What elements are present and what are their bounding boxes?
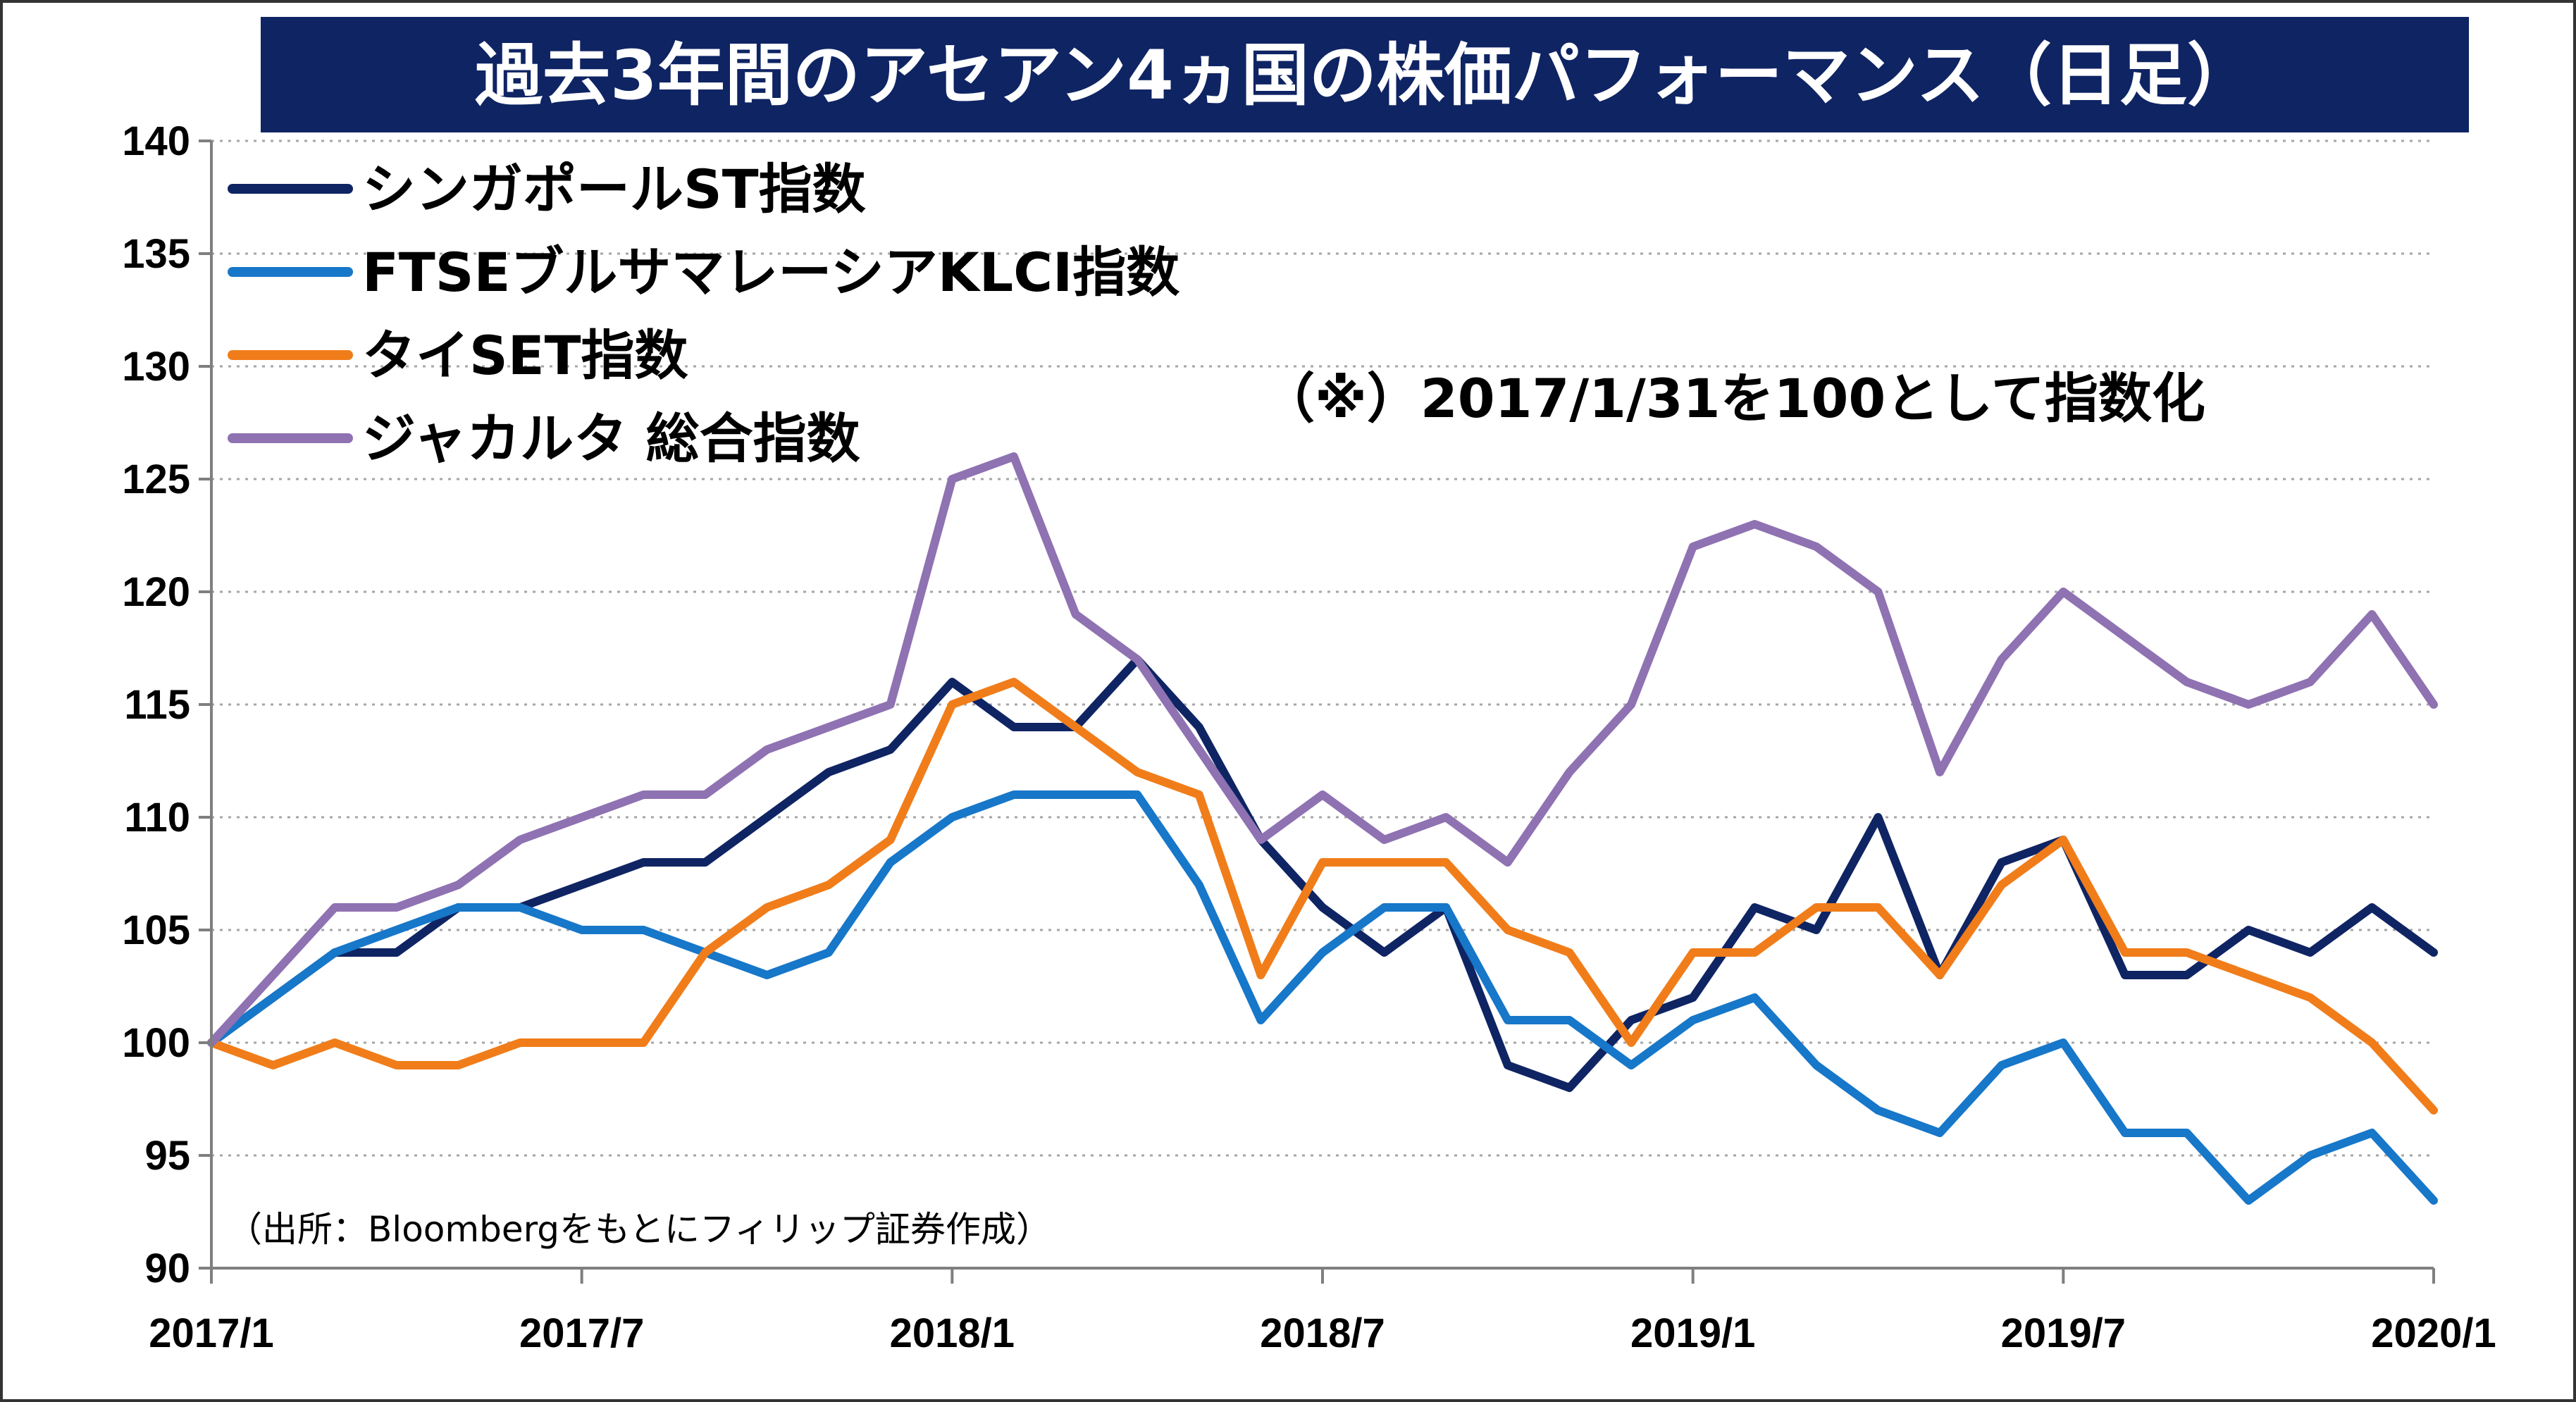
- chart-note: （※）2017/1/31を100として指数化: [1261, 367, 2205, 430]
- chart-title: 過去3年間のアセアン4ヵ国の株価パフォーマンス（日足）: [475, 36, 2255, 115]
- y-tick-label: 140: [122, 118, 190, 164]
- y-tick-label: 135: [122, 231, 190, 277]
- source-note: （出所：Bloombergをもとにフィリップ証券作成）: [227, 1209, 1051, 1250]
- legend-label-2: FTSEブルサマレーシアKLCI指数: [362, 241, 1179, 304]
- y-tick-label: 95: [144, 1133, 190, 1179]
- x-tick-label: 2017/7: [519, 1310, 644, 1356]
- x-tick-label: 2019/1: [1630, 1310, 1755, 1356]
- y-tick-label: 120: [122, 569, 190, 615]
- series-line-2: [207, 790, 2438, 1205]
- y-tick-label: 125: [122, 457, 190, 502]
- y-tick-label: 115: [124, 682, 190, 728]
- x-tick-label: 2018/7: [1260, 1310, 1385, 1356]
- x-tick-label: 2017/1: [149, 1310, 273, 1356]
- y-tick-label: 130: [122, 344, 190, 390]
- axis-layer: 90 95 100 105 110 115 120 125 130 135 140 2017/1 201…: [122, 118, 2496, 1356]
- legend-label-3: タイSET指数: [362, 324, 688, 387]
- series-line-1: [207, 655, 2438, 1092]
- y-tick-label: 105: [122, 907, 190, 953]
- y-tick-label: 110: [124, 795, 190, 840]
- title-bar: [261, 17, 2469, 132]
- series-layer: [207, 452, 2438, 1205]
- x-tick-label: 2018/1: [890, 1310, 1015, 1356]
- series-line-4: [207, 452, 2438, 1047]
- series-line-3: [207, 678, 2438, 1115]
- legend-label-4: ジャカルタ 総合指数: [362, 407, 860, 470]
- legend-label-1: シンガポールST指数: [362, 158, 866, 221]
- y-tick-label: 90: [144, 1246, 190, 1291]
- x-tick-label: 2019/7: [2001, 1310, 2126, 1356]
- x-tick-label: 2020/1: [2371, 1310, 2496, 1356]
- y-tick-label: 100: [122, 1020, 190, 1066]
- legend: シンガポールST指数 FTSEブルサマレーシアKLCI指数タイSET指数ジャカルタ…: [228, 158, 1179, 470]
